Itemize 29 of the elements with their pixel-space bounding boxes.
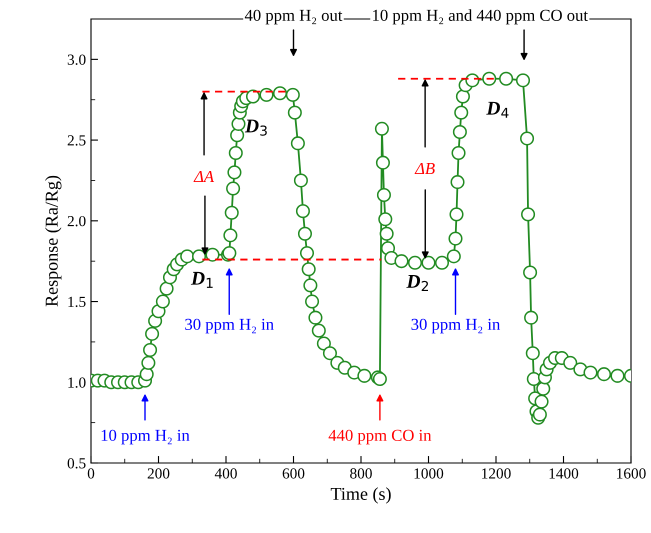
x-tick-label: 800 (350, 468, 372, 479)
x-axis-title: Time (s) (330, 487, 391, 504)
x-tick-label: 1200 (482, 468, 511, 479)
annotation: 440 ppm CO in (328, 430, 432, 444)
x-tick-label: 200 (148, 468, 170, 479)
annotation: 30 ppm H₂ in (185, 318, 274, 334)
x-tick-label: 1400 (550, 468, 578, 479)
x-tick-label: 400 (214, 468, 237, 479)
x-tick-label: 1000 (414, 468, 444, 479)
y-tick-label: 1.5 (68, 296, 86, 308)
annotation: D$_{3}$ (244, 120, 267, 136)
annotation: D$_{1}$ (190, 272, 213, 288)
annotation: D$_{4}$ (486, 102, 509, 118)
x-tick-label: 0 (88, 468, 94, 479)
annotation: 30 ppm H₂ in (411, 318, 500, 334)
y-tick-label: 0.5 (68, 458, 86, 469)
x-tick-label: 600 (282, 468, 304, 479)
y-tick-label: 3.0 (68, 54, 86, 65)
annotation: 10 ppm H₂ and 440 ppm CO out (373, 9, 588, 24)
annotation: ΔB (414, 162, 435, 174)
y-tick-label: 1.0 (68, 377, 86, 388)
y-tick-label: 2.5 (68, 135, 86, 146)
annotation: D$_{2}$ (406, 275, 428, 291)
annotation: ΔA (194, 170, 214, 182)
x-tick-label: 1600 (617, 468, 646, 479)
y-axis-title: Response (Ra/Rg) (45, 176, 62, 306)
y-tick-label: 2.0 (68, 216, 86, 226)
annotation: 10 ppm H₂ in (102, 430, 190, 444)
annotation: 40 ppm H₂ out (244, 10, 342, 24)
